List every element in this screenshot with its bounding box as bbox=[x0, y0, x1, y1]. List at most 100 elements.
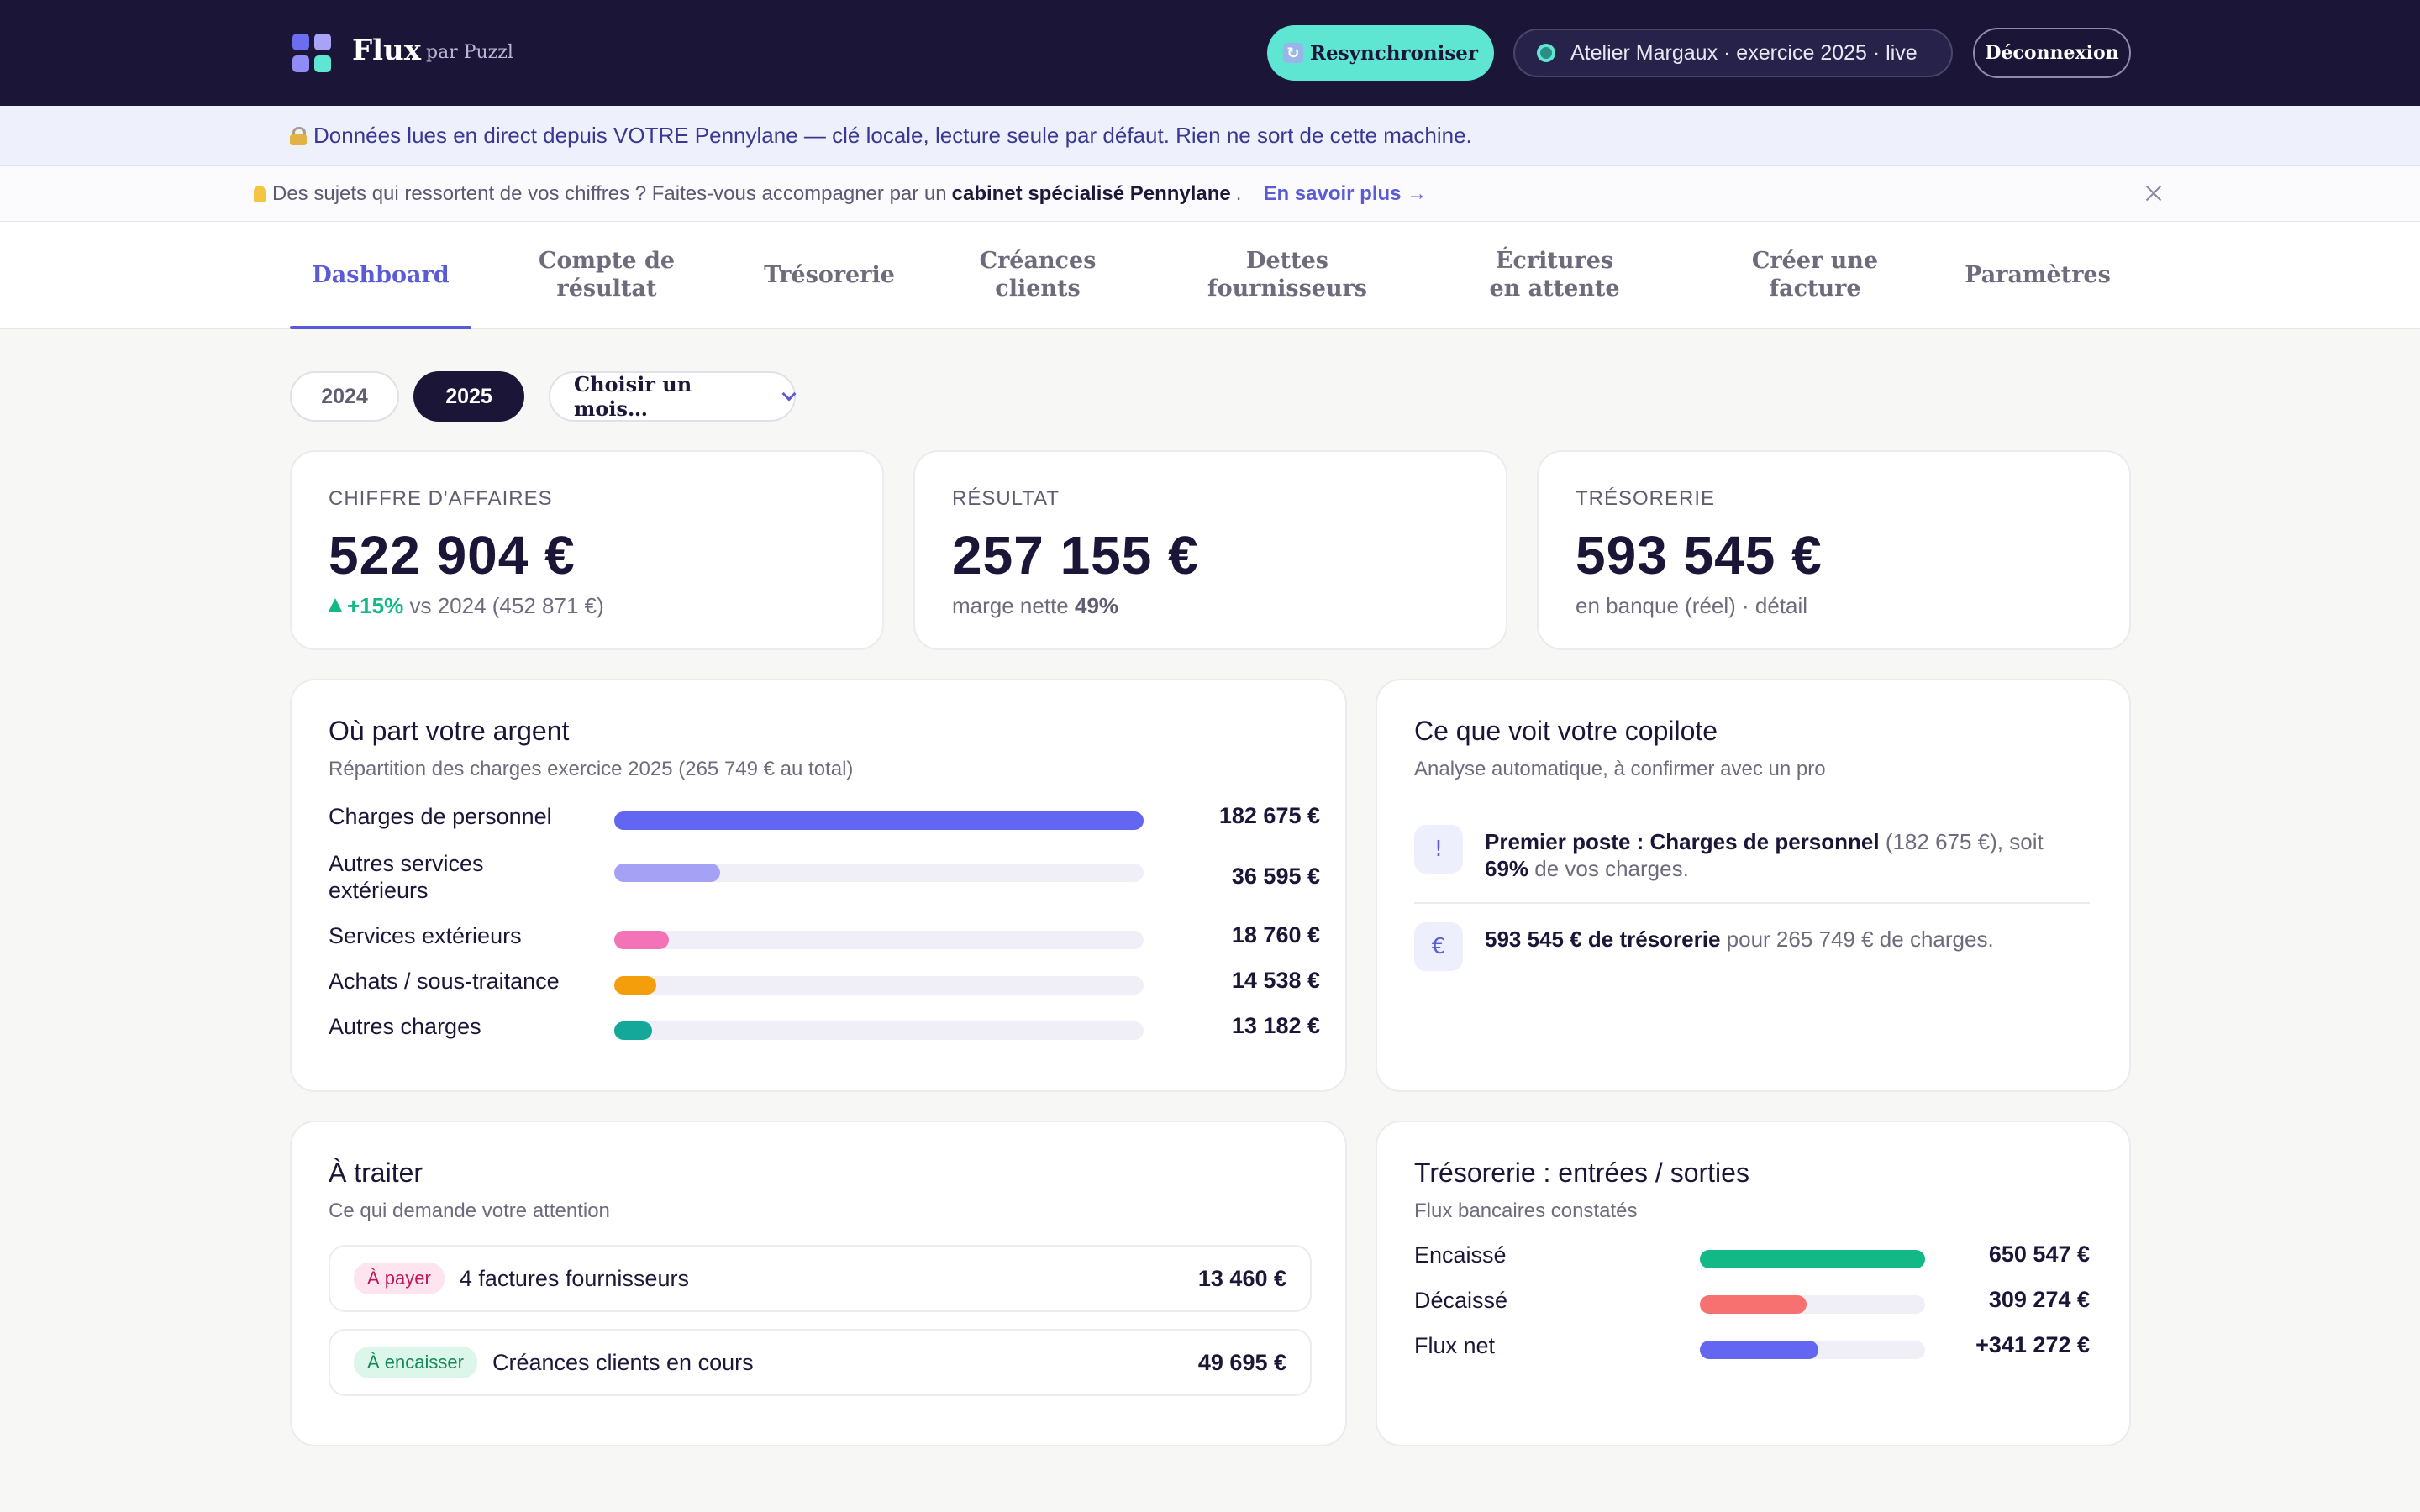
card-title: Trésorerie : entrées / sorties bbox=[1414, 1158, 1749, 1188]
cashflow-bar-track bbox=[1700, 1341, 1925, 1359]
info-banner: Données lues en direct depuis VOTRE Penn… bbox=[0, 106, 2420, 166]
expense-amount: 182 675 € bbox=[1218, 803, 1320, 828]
tab-ecritures-en-attente[interactable]: Écritures en attente bbox=[1489, 248, 1620, 302]
euro-icon: € bbox=[1414, 922, 1463, 971]
insight-text: 593 545 € de trésorerie pour 265 749 € d… bbox=[1485, 926, 2090, 953]
brand-subtitle: par Puzzl bbox=[426, 42, 513, 63]
copilot-card: Ce que voit votre copilote Analyse autom… bbox=[1376, 679, 2131, 1092]
todo-card: À traiter Ce qui demande votre attention… bbox=[290, 1121, 1347, 1446]
close-icon[interactable] bbox=[2144, 183, 2164, 203]
environment-badge: Atelier Margaux · exercice 2025 · live bbox=[1513, 29, 1953, 77]
trend-up-icon bbox=[329, 598, 342, 612]
expense-bar bbox=[614, 1021, 653, 1040]
card-subtitle: Analyse automatique, à confirmer avec un… bbox=[1414, 758, 1826, 780]
main-tabs: Dashboard Compte de résultat Trésorerie … bbox=[0, 222, 2420, 329]
card-subtitle: Flux bancaires constatés bbox=[1414, 1200, 1638, 1222]
kpi-sub: marge nette 49% bbox=[952, 593, 1118, 619]
brand-name: Flux bbox=[352, 34, 422, 67]
expense-bar bbox=[614, 811, 1144, 830]
cashflow-row: Flux net +341 272 € bbox=[1414, 1332, 2090, 1366]
insight-body: (182 675 €), soit bbox=[1879, 829, 2044, 854]
month-select[interactable]: Choisir un mois… bbox=[549, 371, 797, 422]
logo-square bbox=[314, 55, 331, 72]
learn-more-link[interactable]: En savoir plus → bbox=[1263, 181, 1428, 205]
expense-bar-track bbox=[614, 976, 1144, 995]
expense-label: Achats / sous-traitance bbox=[329, 969, 560, 994]
environment-label: Atelier Margaux · exercice 2025 · live bbox=[1570, 40, 1918, 65]
logo-square bbox=[292, 34, 309, 50]
kpi-value: 593 545 € bbox=[1576, 525, 1823, 585]
kpi-delta: +15% bbox=[347, 593, 404, 618]
expense-bar-track bbox=[614, 931, 1144, 949]
resync-button[interactable]: ↻ Resynchroniser bbox=[1267, 25, 1494, 81]
tab-tresorerie[interactable]: Trésorerie bbox=[764, 261, 895, 288]
tab-dashboard[interactable]: Dashboard bbox=[290, 222, 471, 329]
top-header: Flux par Puzzl ↻ Resynchroniser Atelier … bbox=[0, 0, 2420, 106]
cashflow-bar bbox=[1700, 1250, 1925, 1268]
divider bbox=[1414, 902, 2090, 904]
status-badge: À payer bbox=[354, 1263, 445, 1294]
kpi-sub[interactable]: en banque (réel) · détail bbox=[1576, 593, 1808, 618]
refresh-icon: ↻ bbox=[1282, 43, 1303, 63]
cashflow-card: Trésorerie : entrées / sorties Flux banc… bbox=[1376, 1121, 2131, 1446]
expense-bar-track bbox=[614, 864, 1144, 882]
year-2024-button[interactable]: 2024 bbox=[290, 371, 399, 422]
logout-button[interactable]: Déconnexion bbox=[1973, 28, 2131, 78]
expense-row: Autres services extérieurs 36 595 € bbox=[329, 848, 1320, 903]
insight-bold: 593 545 € de trésorerie bbox=[1485, 927, 1721, 952]
expense-amount: 13 182 € bbox=[1231, 1013, 1320, 1038]
logo-square bbox=[292, 55, 309, 72]
expense-amount: 36 595 € bbox=[1231, 864, 1320, 889]
cashflow-amount: +341 272 € bbox=[1975, 1332, 2090, 1357]
todo-amount: 13 460 € bbox=[1197, 1265, 1286, 1291]
kpi-label: RÉSULTAT bbox=[952, 487, 1060, 510]
expense-label: Autres charges bbox=[329, 1014, 481, 1039]
tab-parametres[interactable]: Paramètres bbox=[1965, 261, 2111, 288]
lock-icon bbox=[290, 126, 307, 145]
insight-body: de vos charges. bbox=[1528, 856, 1689, 881]
insight-item: € 593 545 € de trésorerie pour 265 749 €… bbox=[1414, 922, 2090, 973]
card-title: Où part votre argent bbox=[329, 716, 570, 746]
tab-creer-facture[interactable]: Créer une facture bbox=[1751, 248, 1879, 302]
todo-row[interactable]: À payer 4 factures fournisseurs 13 460 € bbox=[329, 1245, 1312, 1312]
promo-banner: Des sujets qui ressortent de vos chiffre… bbox=[0, 166, 2420, 222]
tab-compte-de-resultat[interactable]: Compte de résultat bbox=[538, 248, 676, 302]
cashflow-label: Décaissé bbox=[1414, 1288, 1508, 1313]
month-select-label: Choisir un mois… bbox=[574, 372, 692, 421]
kpi-label: TRÉSORERIE bbox=[1576, 487, 1716, 510]
insight-bold: Premier poste : Charges de personnel bbox=[1485, 829, 1880, 854]
insight-item: ! Premier poste : Charges de personnel (… bbox=[1414, 825, 2090, 892]
cashflow-bar bbox=[1700, 1341, 1818, 1359]
cashflow-row: Encaissé 650 547 € bbox=[1414, 1242, 2090, 1275]
kpi-sub: +15% vs 2024 (452 871 €) bbox=[329, 593, 604, 619]
todo-label: 4 factures fournisseurs bbox=[459, 1265, 689, 1291]
expense-bar-track bbox=[614, 811, 1144, 830]
insight-text: Premier poste : Charges de personnel (18… bbox=[1485, 828, 2090, 882]
card-subtitle: Ce qui demande votre attention bbox=[329, 1200, 610, 1222]
status-badge: À encaisser bbox=[354, 1347, 477, 1378]
kpi-card-treasury: TRÉSORERIE 593 545 € en banque (réel) · … bbox=[1537, 450, 2131, 650]
todo-label: Créances clients en cours bbox=[492, 1349, 754, 1375]
expense-row: Charges de personnel 182 675 € bbox=[329, 803, 1320, 837]
year-2025-button[interactable]: 2025 bbox=[413, 371, 524, 422]
info-banner-text: Données lues en direct depuis VOTRE Penn… bbox=[313, 123, 1472, 148]
tab-dettes-fournisseurs[interactable]: Dettes fournisseurs bbox=[1207, 248, 1368, 302]
expense-row: Services extérieurs 18 760 € bbox=[329, 922, 1320, 956]
card-subtitle: Répartition des charges exercice 2025 (2… bbox=[329, 758, 854, 780]
logo-icon bbox=[292, 34, 331, 72]
card-title: À traiter bbox=[329, 1158, 424, 1188]
cashflow-amount: 650 547 € bbox=[1988, 1242, 2090, 1267]
insight-bold: 69% bbox=[1485, 856, 1529, 881]
expense-bar-track bbox=[614, 1021, 1144, 1040]
lightbulb-icon bbox=[254, 185, 266, 202]
expense-bar bbox=[614, 931, 669, 949]
insight-body: pour 265 749 € de charges. bbox=[1720, 927, 1994, 952]
kpi-label: CHIFFRE D'AFFAIRES bbox=[329, 487, 553, 510]
cashflow-label: Encaissé bbox=[1414, 1242, 1507, 1268]
chevron-down-icon bbox=[781, 386, 797, 402]
tab-creances-clients[interactable]: Créances clients bbox=[979, 248, 1097, 302]
expense-label: Autres services extérieurs bbox=[329, 851, 484, 903]
expense-row: Autres charges 13 182 € bbox=[329, 1013, 1320, 1047]
todo-row[interactable]: À encaisser Créances clients en cours 49… bbox=[329, 1329, 1312, 1396]
kpi-value: 522 904 € bbox=[329, 525, 576, 585]
